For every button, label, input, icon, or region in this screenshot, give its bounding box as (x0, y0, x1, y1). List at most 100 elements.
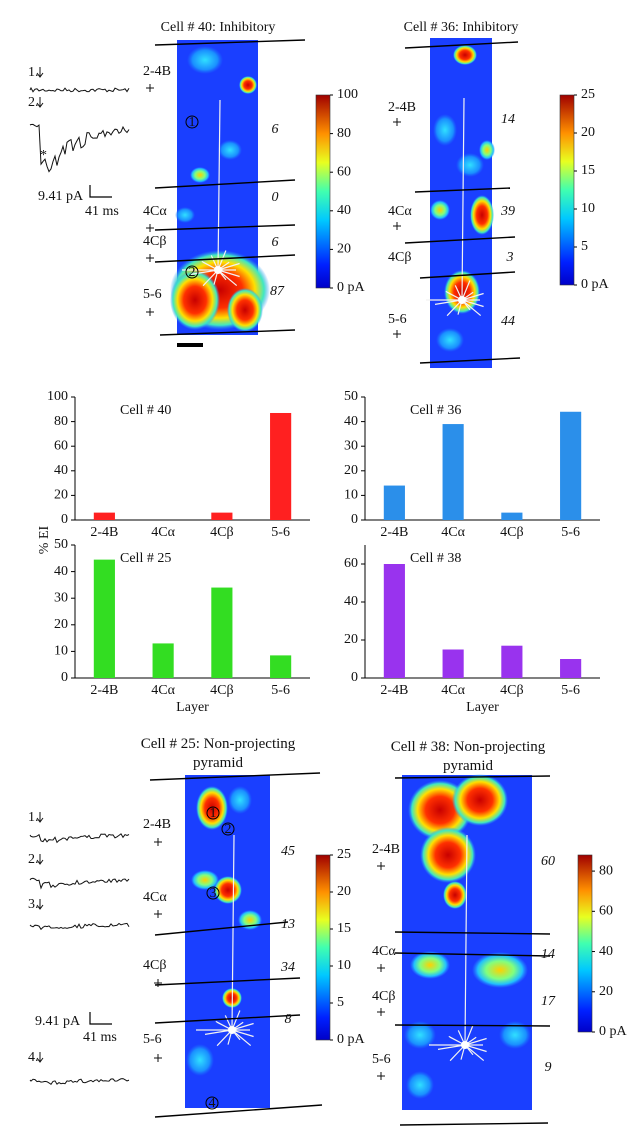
map-title: Cell # 38: Non-projecting pyramid (390, 739, 546, 774)
colorbar-label: 10 (337, 958, 351, 973)
layer-boundary (154, 224, 296, 231)
x-tick-label: 2-4B (380, 683, 408, 698)
activity-spot (191, 870, 219, 890)
x-tick-label: 2-4B (90, 525, 118, 540)
activity-spot (187, 46, 223, 74)
plus-sign (154, 979, 162, 987)
layer-percent: 8 (285, 1012, 292, 1027)
site-number: 4 (209, 1096, 216, 1111)
layer-percent: 6 (272, 122, 279, 137)
soma (461, 1041, 469, 1049)
soma (458, 296, 466, 304)
y-tick-label: 50 (54, 537, 68, 552)
x-tick-label: 4Cβ (500, 683, 523, 698)
y-tick-label: 50 (344, 389, 358, 404)
chart-title: Cell # 25 (120, 551, 171, 566)
current-trace (29, 123, 130, 173)
activity-spot (430, 200, 450, 220)
activity-spot (170, 270, 220, 330)
y-tick-label: 0 (351, 670, 358, 685)
colorbar (577, 854, 593, 1033)
layer-label: 5-6 (143, 287, 162, 302)
bar (560, 411, 582, 520)
trace-label: 4. (28, 1050, 39, 1065)
activity-spot (452, 774, 508, 826)
colorbar-label: 25 (581, 87, 595, 102)
site-circle (205, 1096, 219, 1110)
plus-sign (154, 910, 162, 918)
current-trace (29, 922, 130, 931)
colorbar-label: 15 (581, 163, 595, 178)
bar (501, 512, 523, 520)
colorbar-label: 20 (581, 125, 595, 140)
stimulus-arrow (36, 854, 44, 865)
y-tick-label: 10 (54, 644, 68, 659)
x-tick-label: 4Cα (151, 683, 175, 698)
layer-label: 4Cα (372, 944, 396, 959)
plus-sign (146, 84, 154, 92)
bar (442, 649, 464, 678)
trace-label: 3. (28, 897, 39, 912)
colorbar-label: 5 (337, 995, 344, 1010)
layer-label: 5-6 (388, 312, 407, 327)
current-trace (29, 86, 130, 93)
map-title: Cell # 36: Inhibitory (404, 20, 519, 35)
plus-sign (393, 330, 401, 338)
x-tick-label: 2-4B (90, 683, 118, 698)
plus-sign (377, 964, 385, 972)
activity-spot (218, 140, 242, 160)
layer-label: 4Cα (143, 890, 167, 905)
soma (214, 266, 222, 274)
scale-bar (177, 343, 203, 347)
colorbar-label: 40 (599, 944, 613, 959)
x-tick-label: 4Cβ (500, 525, 523, 540)
layer-boundary (154, 921, 289, 936)
layer-label: 5-6 (372, 1052, 391, 1067)
colorbar-label: 20 (599, 984, 613, 999)
activity-spot (470, 195, 494, 235)
bar (152, 643, 174, 678)
bar (501, 645, 523, 678)
y-tick-label: 20 (54, 488, 68, 503)
layer-boundary (394, 775, 551, 779)
activity-spot (436, 328, 464, 352)
colorbar (315, 854, 331, 1041)
colorbar-label: 0 pA (599, 1024, 628, 1039)
y-tick-label: 60 (54, 438, 68, 453)
bar (211, 512, 233, 520)
activity-spot (404, 1021, 436, 1049)
activity-spot (228, 786, 252, 814)
scale-label: 41 ms (85, 204, 119, 219)
layer-boundary (394, 952, 551, 957)
plus-sign (154, 838, 162, 846)
cell-map: 2-4B 60 4Cα 14 4Cβ 17 5-6 9 0 pA 20 40 60 80 (372, 774, 628, 1126)
layer-percent: 44 (501, 314, 515, 329)
site-circle (206, 806, 220, 820)
y-axis-label: % EI (37, 525, 52, 554)
layer-boundary (404, 41, 519, 49)
activity-spot (186, 1044, 214, 1076)
y-tick-label: 80 (54, 414, 68, 429)
colorbar-label: 10 (581, 201, 595, 216)
layer-percent: 14 (501, 112, 515, 127)
plus-sign (146, 224, 154, 232)
site-circle (185, 265, 199, 279)
bar (93, 512, 115, 520)
scale-label: 9.41 pA (38, 189, 84, 204)
y-tick-label: 0 (351, 512, 358, 527)
layer-label: 4Cα (388, 204, 412, 219)
activity-spot (456, 153, 484, 177)
y-tick-label: 40 (54, 463, 68, 478)
layer-percent: 45 (281, 844, 295, 859)
layer-label: 2-4B (372, 842, 400, 857)
site-number: 1 (189, 115, 196, 130)
activity-spot (433, 114, 457, 146)
y-tick-label: 30 (54, 590, 68, 605)
x-tick-label: 5-6 (561, 683, 580, 698)
stimulus-arrow (36, 97, 44, 108)
layer-label: 4Cβ (143, 234, 166, 249)
plus-sign (377, 862, 385, 870)
neuron (196, 834, 254, 1047)
colorbar (315, 94, 331, 289)
